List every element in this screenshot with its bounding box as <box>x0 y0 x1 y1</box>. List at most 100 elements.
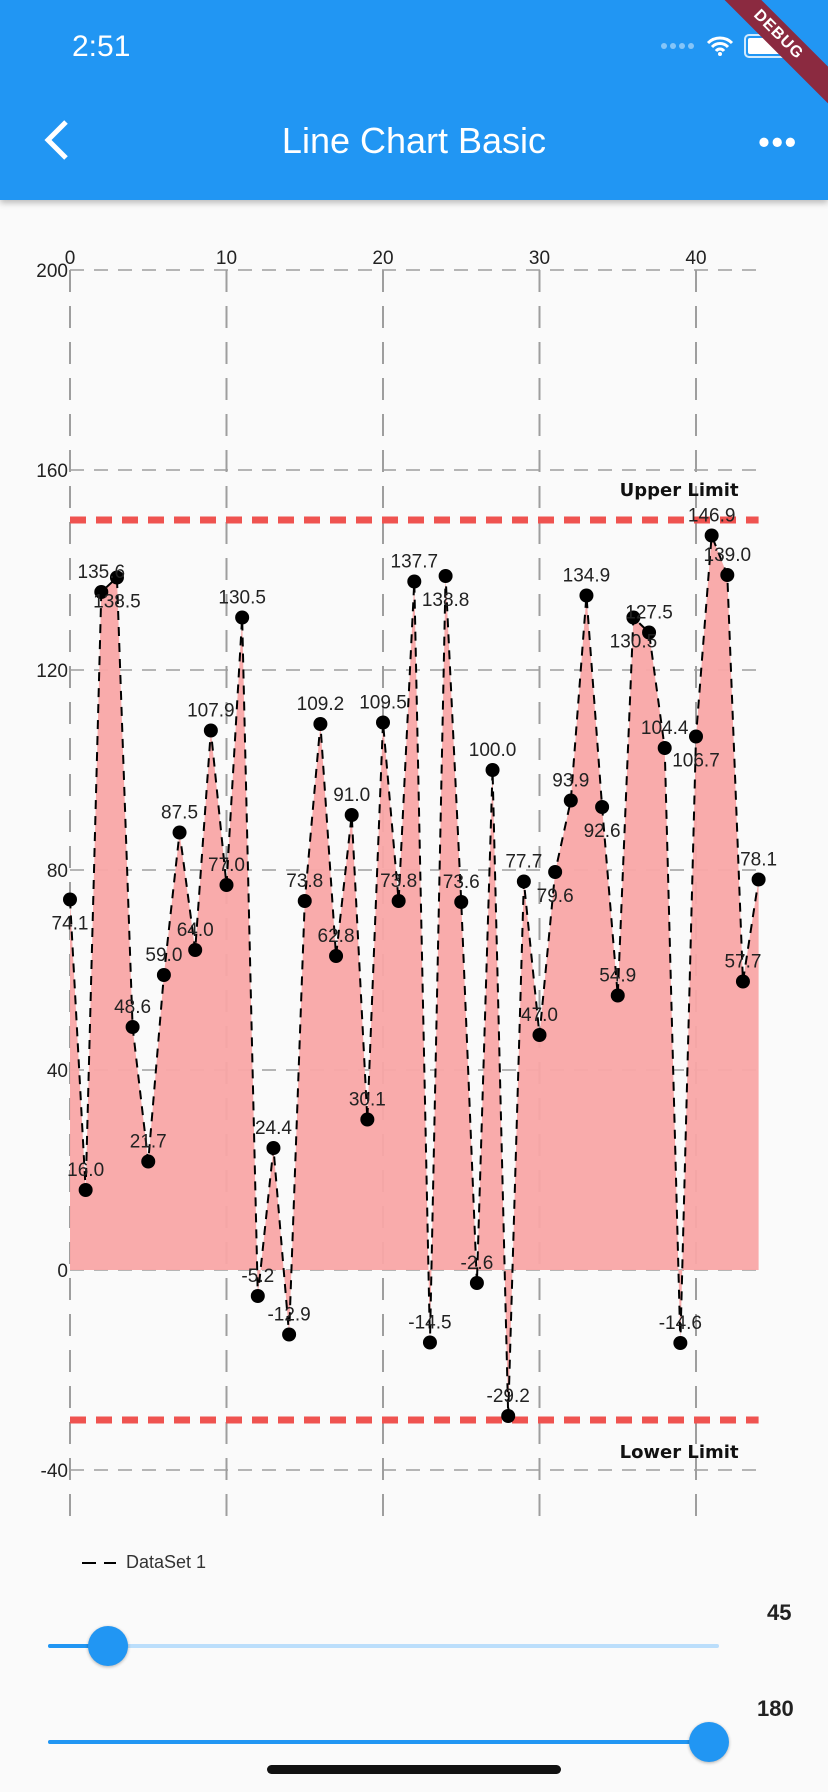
data-point <box>469 1276 484 1290</box>
data-label: 91.0 <box>333 785 370 806</box>
app-bar: 2:51 Line Chart Basic ••• DEBUG <box>0 0 828 200</box>
data-label: 48.6 <box>114 997 151 1018</box>
data-label: 93.9 <box>552 771 589 792</box>
x-tick-label: 0 <box>65 248 76 269</box>
data-point <box>673 1336 688 1350</box>
y-tick-label: -40 <box>41 1461 68 1482</box>
data-label: 79.6 <box>537 886 574 907</box>
data-point <box>266 1141 281 1155</box>
data-label: 127.5 <box>625 603 673 624</box>
data-label: 57.7 <box>724 952 761 973</box>
data-label: -12.9 <box>267 1305 310 1326</box>
data-point <box>109 570 124 585</box>
legend-dash-icon <box>82 1561 116 1564</box>
data-point <box>94 585 109 599</box>
data-label: 62.8 <box>318 926 355 947</box>
data-point <box>188 943 203 957</box>
data-point <box>704 528 719 543</box>
data-label: 77.0 <box>208 855 245 876</box>
data-point <box>282 1327 297 1342</box>
slider-2-fill <box>48 1740 709 1744</box>
data-label: 138.5 <box>93 592 141 613</box>
slider-2[interactable] <box>48 1722 729 1762</box>
more-options-button[interactable]: ••• <box>758 124 798 160</box>
back-chevron-icon[interactable] <box>40 118 74 162</box>
data-label: 137.7 <box>391 552 439 573</box>
y-tick-label: 120 <box>36 661 68 682</box>
slider-1-value: 45 <box>767 1600 792 1625</box>
data-point <box>329 949 344 963</box>
slider-2-thumb[interactable] <box>688 1722 729 1762</box>
slider-2-value: 180 <box>757 1696 794 1721</box>
y-tick-label: 40 <box>47 1061 68 1082</box>
data-point <box>735 974 750 989</box>
data-point <box>407 574 422 589</box>
data-label: 74.1 <box>52 914 89 935</box>
limit-label: Lower Limit <box>620 1442 739 1463</box>
data-label: 87.5 <box>161 803 198 824</box>
data-label: 130.5 <box>610 632 658 653</box>
data-point <box>391 894 406 908</box>
signal-icon <box>661 43 694 49</box>
data-point <box>63 892 77 907</box>
data-label: 73.8 <box>286 871 323 892</box>
data-label: 30.1 <box>349 1090 386 1111</box>
x-tick-label: 40 <box>685 248 706 269</box>
data-point <box>250 1289 265 1303</box>
data-point <box>720 568 735 582</box>
data-point <box>548 865 563 879</box>
data-point <box>563 793 578 808</box>
data-label: 100.0 <box>469 740 517 761</box>
data-point <box>610 988 625 1003</box>
y-tick-label: 80 <box>47 861 68 882</box>
legend-label: DataSet 1 <box>126 1552 207 1572</box>
data-label: 134.9 <box>563 566 611 587</box>
data-point <box>516 874 531 889</box>
data-label: 139.0 <box>704 545 752 566</box>
data-label: 73.6 <box>443 872 480 893</box>
slider-1[interactable] <box>48 1626 719 1666</box>
y-tick-label: 200 <box>36 261 68 282</box>
data-point <box>297 894 312 908</box>
data-point <box>376 715 390 730</box>
data-point <box>203 723 218 738</box>
data-point <box>626 610 641 625</box>
data-label: 109.2 <box>297 694 345 715</box>
data-label: 54.9 <box>599 966 636 987</box>
data-point <box>595 800 610 814</box>
data-label: 64.0 <box>177 920 214 941</box>
slider-1-thumb[interactable] <box>88 1626 129 1666</box>
data-point <box>689 729 703 744</box>
data-point <box>657 741 672 755</box>
data-label: 24.4 <box>255 1118 292 1139</box>
page-title: Line Chart Basic <box>281 120 547 161</box>
data-point <box>501 1409 516 1423</box>
slider-1-fill <box>48 1644 109 1648</box>
data-label: 107.9 <box>187 701 235 722</box>
data-point <box>642 625 657 640</box>
data-point <box>422 1335 437 1350</box>
home-indicator <box>267 1765 561 1774</box>
series-area <box>70 535 759 1416</box>
x-tick-label: 10 <box>216 248 237 269</box>
data-label: -14.6 <box>659 1313 702 1334</box>
data-label: -14.5 <box>408 1313 451 1334</box>
y-tick-label: 0 <box>57 1261 68 1282</box>
data-point <box>344 808 359 822</box>
data-point <box>532 1028 547 1042</box>
data-label: 135.6 <box>78 562 126 583</box>
data-label: 138.8 <box>422 590 470 611</box>
data-label: 47.0 <box>521 1005 558 1026</box>
data-point <box>172 825 187 840</box>
data-label: 106.7 <box>672 751 720 772</box>
chart-legend[interactable]: DataSet 1 <box>82 1552 206 1573</box>
data-point <box>125 1020 140 1034</box>
data-point <box>579 588 594 603</box>
data-label: 73.8 <box>380 871 417 892</box>
data-point <box>313 717 328 731</box>
data-label: 59.0 <box>145 945 182 966</box>
data-point <box>438 569 453 583</box>
data-point <box>78 1183 93 1197</box>
data-label: 104.4 <box>641 718 689 739</box>
data-label: -29.2 <box>487 1386 530 1407</box>
